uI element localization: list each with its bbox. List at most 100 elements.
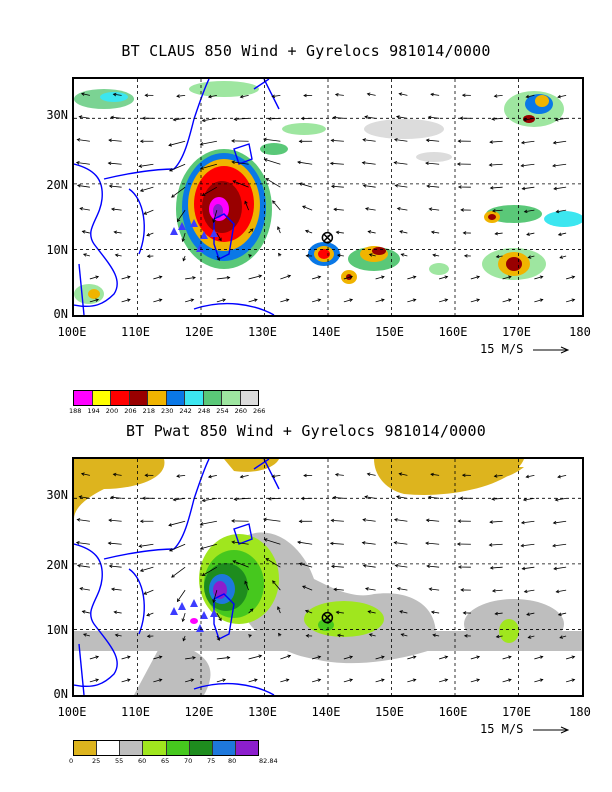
- colorbar-label: 82.84: [259, 757, 278, 765]
- wind-vector: [427, 115, 440, 120]
- wind-vector: [364, 207, 376, 211]
- gyre-marker: [321, 231, 334, 244]
- wind-vector: [407, 678, 417, 683]
- wind-vector: [207, 474, 217, 479]
- wind-vector: [232, 560, 249, 568]
- wind-vector: [280, 274, 292, 280]
- wind-vector: [303, 473, 313, 478]
- wind-vector: [400, 633, 408, 637]
- panel1-map: [72, 77, 584, 317]
- colorbar-label: 194: [87, 407, 100, 415]
- wind-vector: [199, 163, 217, 170]
- colorbar-swatch: [74, 391, 93, 405]
- wind-vector: [375, 655, 385, 660]
- wind-vector: [557, 474, 567, 479]
- wind-vector: [430, 230, 440, 235]
- x-tick-label: 130E: [248, 705, 277, 719]
- wind-vector: [343, 275, 354, 280]
- x-tick-label: 120E: [184, 705, 214, 719]
- wind-vector: [463, 254, 471, 258]
- x-tick-label: 110E: [121, 705, 150, 719]
- wind-vector: [263, 137, 281, 142]
- wind-vector: [181, 612, 186, 623]
- ref-vector-label: 15 M/S: [480, 722, 524, 736]
- wind-vector: [143, 589, 154, 595]
- wind-vector: [300, 116, 313, 121]
- wind-vector: [169, 543, 186, 552]
- wind-vector: [491, 117, 503, 121]
- wind-vector: [144, 473, 154, 478]
- colorbar-label: 254: [216, 407, 229, 415]
- wind-vector: [138, 163, 154, 168]
- wind-vector: [139, 186, 154, 192]
- colorbar-swatch: [166, 391, 185, 405]
- gyre-circle: [321, 611, 334, 624]
- wind-vector: [143, 209, 154, 215]
- wind-vector: [555, 209, 567, 214]
- wind-vector: [525, 474, 535, 479]
- wind-vectors: [75, 92, 576, 303]
- colorbar-swatch: [120, 741, 144, 755]
- wind-vector: [557, 94, 567, 99]
- wind-vector: [78, 115, 90, 119]
- colorbar-swatch: [97, 741, 121, 755]
- wind-vector: [89, 655, 100, 660]
- wind-vector: [248, 678, 258, 683]
- wind-vector: [176, 474, 186, 478]
- colorbar-label: 218: [142, 407, 156, 415]
- wind-vector: [113, 610, 122, 615]
- wind-vector: [112, 472, 122, 477]
- wind-vector: [566, 275, 576, 280]
- panel2-ytick: 10N: [46, 623, 68, 637]
- wind-vector: [460, 208, 471, 212]
- wind-vector: [312, 678, 322, 683]
- wind-vector: [201, 186, 218, 196]
- wind-vector: [534, 298, 544, 303]
- colorbar-swatch: [222, 391, 241, 405]
- wind-vector: [248, 298, 258, 303]
- wind-vector: [312, 655, 322, 660]
- grid-lines: [74, 459, 582, 695]
- wind-vector: [141, 116, 154, 121]
- colorbar-label: 206: [124, 407, 137, 415]
- colorbar-label: 266: [253, 407, 266, 415]
- wind-vector: [520, 543, 535, 548]
- wind-vector: [280, 298, 290, 303]
- wind-vector: [78, 495, 90, 499]
- wind-vector: [432, 253, 440, 258]
- panel1-ytick: 10N: [46, 243, 68, 257]
- panel1-ytick: 20N: [46, 178, 68, 192]
- wind-vector: [80, 472, 90, 476]
- wind-vector: [407, 298, 417, 303]
- wind-vector: [267, 116, 281, 121]
- wind-vector: [153, 678, 163, 683]
- wind-vector: [146, 612, 154, 617]
- x-tick-label: 100E: [57, 705, 87, 719]
- wind-vector: [76, 518, 90, 522]
- wind-vector: [121, 298, 131, 303]
- wind-vector: [298, 519, 313, 524]
- wind-vector: [139, 566, 154, 572]
- wind-vector: [113, 230, 122, 235]
- wind-vector: [278, 632, 282, 637]
- wind-vector: [108, 184, 122, 189]
- wind-vector: [457, 519, 471, 523]
- wind-vector: [231, 519, 249, 523]
- wind-vector: [82, 253, 90, 257]
- gyre-circle: [321, 231, 334, 244]
- wind-vector: [393, 161, 408, 165]
- wind-vector: [302, 205, 313, 211]
- wind-vector: [343, 298, 354, 303]
- wind-vector: [185, 298, 195, 303]
- wind-vector: [428, 587, 440, 591]
- wind-vector: [216, 635, 220, 641]
- wind-vector: [534, 678, 544, 683]
- wind-vector: [110, 115, 122, 120]
- wind-vector: [265, 558, 281, 568]
- x-tick-label: 120E: [184, 325, 214, 339]
- wind-vector: [333, 207, 344, 212]
- wind-vector: [168, 140, 186, 147]
- wind-vector: [489, 140, 503, 144]
- x-tick-label: 180: [569, 705, 591, 719]
- wind-vector: [463, 634, 471, 638]
